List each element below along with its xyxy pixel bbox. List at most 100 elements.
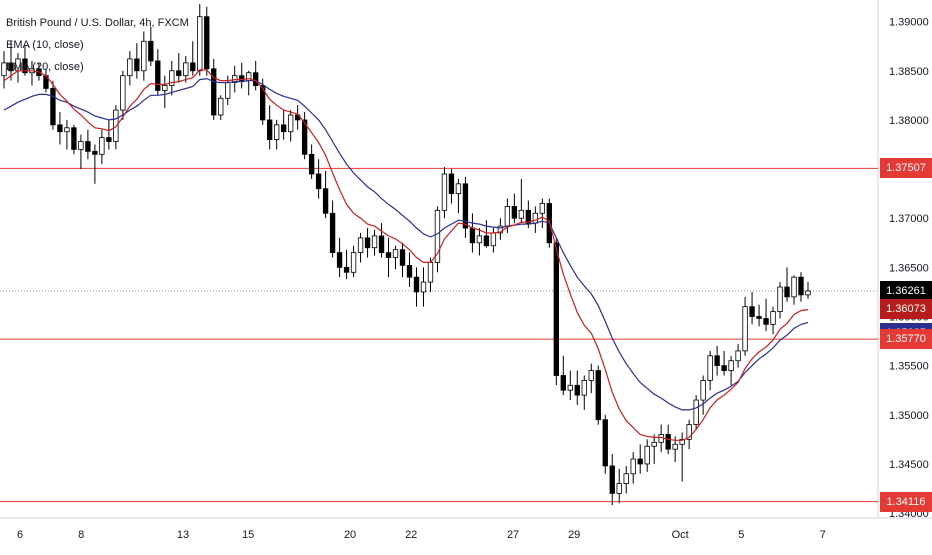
candle-down (155, 60, 161, 91)
candle-down (469, 227, 476, 244)
horizontal-lines-layer (0, 167, 878, 503)
candle-down (574, 384, 580, 396)
candle-up (141, 40, 147, 72)
time-tick-label: 6 (17, 529, 23, 541)
candle-down (665, 434, 671, 450)
candle-down (462, 183, 469, 229)
candle-up (791, 276, 797, 298)
price-tag: 1.37507 (880, 158, 932, 179)
candle-down (399, 249, 406, 266)
candle-up (588, 370, 594, 381)
candle-up (225, 82, 231, 99)
ema10-line (3, 69, 809, 441)
candle-down (511, 206, 518, 219)
candle-up (742, 306, 748, 352)
candle-down (609, 465, 615, 494)
time-tick-label: 7 (820, 529, 826, 541)
candle-up (162, 85, 168, 91)
candle-up (476, 235, 483, 244)
candle-down (190, 62, 196, 72)
candle-down (308, 153, 315, 175)
candle-down (595, 370, 601, 421)
candle-down (253, 72, 259, 86)
price-tag: 1.36261 (880, 280, 932, 301)
candle-up (623, 473, 629, 484)
candle-up (218, 97, 224, 116)
candle-up (707, 355, 713, 381)
time-tick-label: 15 (242, 529, 254, 541)
candle-down (798, 276, 804, 296)
candle-up (805, 290, 811, 296)
candle-down (343, 266, 350, 273)
candle-up (434, 209, 441, 263)
candle-down (85, 141, 91, 152)
price-tag: 1.36073 (880, 299, 932, 320)
candle-up (350, 252, 357, 273)
candle-up (427, 262, 434, 283)
candle-up (693, 399, 699, 426)
price-tick-label: 1.34500 (889, 459, 929, 471)
candle-down (637, 458, 643, 465)
candle-up (581, 379, 587, 396)
candle-down (756, 316, 762, 319)
candle-down (315, 173, 322, 190)
candle-up (273, 124, 280, 140)
candle-up (497, 225, 504, 234)
candle-down (329, 212, 336, 254)
candle-down (364, 237, 371, 249)
price-tick-label: 1.36500 (889, 262, 929, 274)
price-tick-label: 1.35500 (889, 361, 929, 373)
time-tick-label: 22 (405, 529, 417, 541)
candle-down (525, 209, 532, 224)
candle-down (176, 70, 182, 77)
candle-up (357, 237, 364, 254)
candle-down (336, 252, 343, 268)
candle-up (770, 311, 776, 325)
candle-up (567, 384, 573, 391)
candle-down (266, 119, 273, 140)
time-tick-label: Oct (672, 529, 689, 541)
candle-down (92, 150, 98, 155)
time-tick-label: 13 (177, 529, 189, 541)
candle-up (1, 62, 7, 77)
candle-down (239, 75, 245, 81)
candle-down (211, 68, 217, 116)
candle-up (127, 58, 133, 77)
candle-up (735, 350, 741, 362)
candle-up (455, 183, 462, 195)
candle-up (532, 212, 539, 224)
candle-down (553, 242, 559, 376)
price-tick-label: 1.38000 (889, 115, 929, 127)
candle-up (490, 232, 497, 247)
candle-up (518, 209, 525, 219)
ema-layer (3, 69, 809, 441)
price-tick-label: 1.35000 (889, 410, 929, 422)
candle-down (280, 124, 287, 133)
candle-up (504, 206, 511, 227)
candle-down (749, 306, 755, 317)
candle-down (714, 355, 720, 367)
time-tick-label: 29 (568, 529, 580, 541)
candle-up (686, 424, 692, 440)
candle-up (777, 286, 783, 312)
candles-layer (1, 3, 811, 506)
ema20-line (3, 77, 809, 411)
candle-down (763, 318, 769, 325)
candle-down (322, 188, 329, 214)
time-axis[interactable]: 6 8 13 15 20 22 27 29 Oct 5 7 (17, 529, 826, 541)
candle-down (71, 127, 77, 150)
candle-down (260, 85, 266, 121)
candle-down (8, 62, 14, 72)
candle-up (78, 141, 84, 150)
candle-up (644, 445, 650, 465)
price-tick-label: 1.38500 (889, 66, 929, 78)
price-axis[interactable]: 1.390001.385001.380001.375001.370001.365… (889, 17, 929, 520)
candle-down (602, 419, 608, 467)
candle-down (378, 235, 385, 254)
candle-down (301, 119, 308, 155)
candle-down (22, 58, 28, 74)
candle-down (204, 16, 210, 70)
candle-up (99, 137, 105, 155)
